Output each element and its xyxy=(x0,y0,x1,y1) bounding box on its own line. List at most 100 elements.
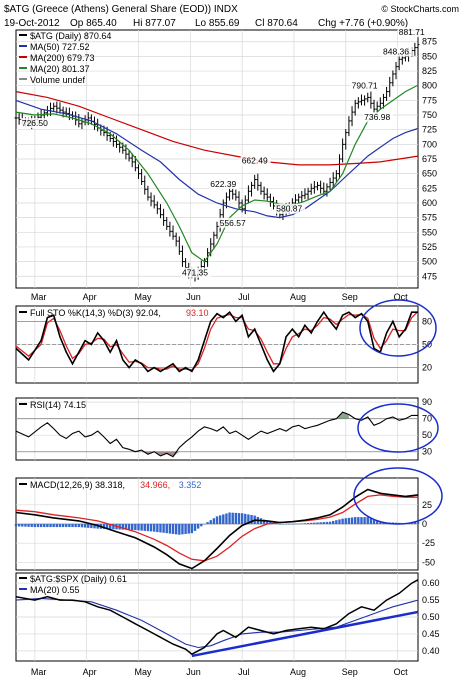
macd-histogram-bar xyxy=(240,513,244,524)
legend-label: MA(200) 679.73 xyxy=(30,53,95,63)
macd-histogram-bar xyxy=(90,524,93,529)
macd-histogram-bar xyxy=(71,524,74,528)
macd-legend-entry: 34.966, xyxy=(140,480,170,490)
price-legend-entry: MA(50) 727.52 xyxy=(19,42,90,52)
price-legend-entry: $ATG (Daily) 870.64 xyxy=(19,31,111,41)
price-axis-tick-label: 500 xyxy=(422,257,437,267)
macd-histogram-bar xyxy=(203,524,206,525)
macd-line xyxy=(15,488,419,570)
macd-histogram-bar xyxy=(39,524,43,528)
ratio-axis-tick-label: 0.45 xyxy=(422,629,440,639)
x-axis-month-label: Jul xyxy=(238,667,250,677)
price-annotation: 622.39 xyxy=(210,179,236,189)
macd-histogram-bar xyxy=(80,524,84,528)
rsi-axis-tick-label: 90 xyxy=(422,397,432,407)
ma20-line xyxy=(15,84,419,263)
ratio-axis-tick-label: 0.60 xyxy=(422,578,440,588)
legend-swatch xyxy=(19,483,27,485)
macd-histogram-bar xyxy=(33,524,37,528)
price-annotation: 790.71 xyxy=(352,81,378,91)
price-axis-tick-label: 725 xyxy=(422,125,437,135)
price-legend-entry: MA(20) 801.37 xyxy=(19,64,90,74)
panels: 4755005255505756006256506757007257507758… xyxy=(14,27,443,677)
price-annotation-bg xyxy=(397,27,428,38)
stochastic-annotation-circle xyxy=(359,299,437,357)
macd-histogram-bar xyxy=(30,524,33,527)
watermark: © StockCharts.com xyxy=(381,4,459,14)
header: $ATG (Greece (Athens) General Share (EOD… xyxy=(4,4,459,29)
macd-histogram-bar xyxy=(275,523,278,524)
macd-histogram-bar xyxy=(266,520,269,524)
macd-histogram-bar xyxy=(61,524,65,528)
macd-histogram-bar xyxy=(200,524,203,527)
legend-label: MA(50) 727.52 xyxy=(30,42,90,52)
legend-label: $ATG:$SPX (Daily) 0.61 xyxy=(30,574,127,584)
price-annotation: 471.35 xyxy=(182,268,208,278)
legend-swatch xyxy=(19,577,27,579)
macd-histogram-bar xyxy=(244,513,247,524)
price-annotation-bg xyxy=(382,46,413,57)
macd-histogram-bar xyxy=(187,524,190,534)
macd-histogram-bar xyxy=(43,524,46,528)
legend-label: $ATG (Daily) 870.64 xyxy=(30,31,111,41)
macd-histogram-bar xyxy=(162,524,165,533)
macd-axis-tick-label: -50 xyxy=(422,557,435,567)
ma200-line xyxy=(15,91,419,166)
macd-histogram-bar xyxy=(156,524,159,533)
macd-histogram-bar xyxy=(338,519,341,524)
price-axis-tick-label: 525 xyxy=(422,242,437,252)
ratio-legend-entry: $ATG:$SPX (Daily) 0.61 xyxy=(19,574,127,584)
macd-histogram-bar xyxy=(171,524,175,534)
macd-histogram-bar xyxy=(212,518,216,524)
stochastic-axis-tick-label: 80 xyxy=(422,316,432,326)
x-axis-month-label: Aug xyxy=(290,292,306,302)
macd-histogram-bar xyxy=(93,524,96,529)
price-annotation-bg xyxy=(350,80,381,91)
legend-label: MA(20) 0.55 xyxy=(30,585,80,595)
macd-annotation-circle xyxy=(353,467,443,525)
macd-legend-entry: MACD(12,26,9) 38.318, xyxy=(30,480,125,490)
stochastic-axis-tick-label: 50 xyxy=(422,340,432,350)
price-annotation-bg xyxy=(275,203,306,214)
x-axis-month-label: May xyxy=(134,292,152,302)
price-annotation-bg xyxy=(218,217,249,228)
macd-histogram-bar xyxy=(360,517,363,524)
macd-histogram-bar xyxy=(24,524,27,527)
macd-histogram-bar xyxy=(46,524,49,528)
price-annotation-bg xyxy=(209,179,240,190)
macd-histogram-bar xyxy=(112,524,115,530)
macd-histogram-bar xyxy=(341,518,344,524)
macd-histogram-bar xyxy=(366,517,369,524)
macd-histogram-bar xyxy=(234,512,238,524)
x-axis-month-label: Sep xyxy=(342,667,358,677)
rsi-axis-tick-label: 30 xyxy=(422,447,432,457)
price-annotation-bg xyxy=(181,267,212,278)
macd-histogram-bar xyxy=(206,522,209,524)
legend-label: MA(20) 801.37 xyxy=(30,64,90,74)
macd-histogram-bar xyxy=(294,523,297,525)
macd-histogram-bar xyxy=(284,524,288,525)
macd-histogram-bar xyxy=(21,524,24,527)
legend-swatch xyxy=(19,311,27,313)
macd-histogram-bar xyxy=(335,520,338,524)
macd-histogram-bar xyxy=(146,524,150,532)
ratio-axis-tick-label: 0.55 xyxy=(422,595,440,605)
ratio-ma-line xyxy=(15,597,419,649)
macd-histogram-bar xyxy=(328,521,332,524)
macd-histogram-bar xyxy=(310,522,313,524)
price-axis-tick-label: 650 xyxy=(422,169,437,179)
macd-histogram-bar xyxy=(228,512,231,524)
macd-histogram-bar xyxy=(36,524,40,528)
stochastic-legend-entry: Full STO %K(14,3) %D(3) 92.04, xyxy=(30,308,161,318)
macd-signal-line xyxy=(15,494,418,562)
legend-swatch xyxy=(19,45,27,47)
price-annotation-bg xyxy=(363,112,394,123)
macd-histogram-bar xyxy=(222,514,225,524)
rsi-axis-tick-label: 70 xyxy=(422,414,432,424)
macd-axis-tick-label: 25 xyxy=(422,500,432,510)
stochastic-axis-tick-label: 20 xyxy=(422,363,432,373)
macd-histogram-bar xyxy=(105,524,109,529)
macd-histogram-bar xyxy=(413,522,417,524)
x-axis-month-label: Oct xyxy=(394,667,409,677)
